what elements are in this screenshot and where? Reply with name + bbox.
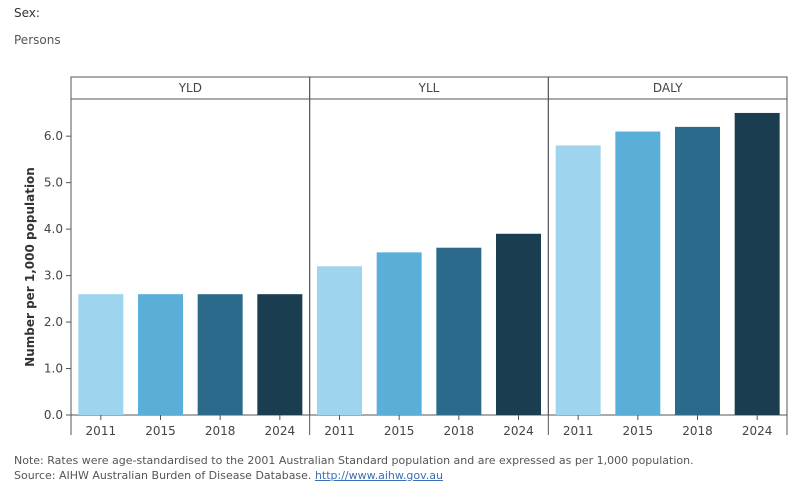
bar-yll-2018 [436,247,482,415]
note-text: Note: Rates were age-standardised to the… [14,454,694,467]
bar-yld-2011 [78,294,124,415]
x-tick-label: 2024 [265,424,296,438]
y-tick-label: 0.0 [44,408,63,422]
bar-yld-2015 [138,294,183,415]
panel-header-yll: YLL [418,81,440,95]
bar-daly-2011 [555,145,601,415]
x-tick-label: 2011 [324,424,355,438]
bar-yll-2015 [376,252,422,415]
bar-daly-2024 [734,112,780,416]
x-tick-label: 2011 [563,424,594,438]
source-line: Source: AIHW Australian Burden of Diseas… [14,468,694,483]
x-tick-label: 2011 [86,424,117,438]
source-text: Source: AIHW Australian Burden of Diseas… [14,469,315,482]
x-tick-label: 2024 [742,424,773,438]
panel-frame [547,76,788,416]
bar-yll-2024 [496,233,541,415]
y-tick-label: 1.0 [44,362,63,376]
y-tick-label: 2.0 [44,315,63,329]
bar-yll-2011 [317,266,362,415]
bar-chart: Number per 1,000 population 0.0 1.0 2.0 3.0 4… [23,76,788,438]
x-tick-label: 2024 [503,424,534,438]
x-tick-label: 2018 [444,424,475,438]
x-tick-label: 2018 [205,424,236,438]
y-tick-label: 3.0 [44,269,63,283]
filter-value[interactable]: Persons [14,33,61,47]
filter-label: Sex: [14,6,40,20]
y-tick-label: 6.0 [44,129,63,143]
bar-yld-2024 [257,294,303,415]
y-tick-label: 4.0 [44,222,63,236]
bar-daly-2015 [615,131,661,415]
source-link[interactable]: http://www.aihw.gov.au [314,469,443,482]
x-tick-label: 2015 [623,424,654,438]
bar-daly-2018 [675,126,720,415]
panel-header-daly: DALY [653,81,683,95]
x-tick-label: 2018 [682,424,713,438]
x-tick-label: 2015 [384,424,415,438]
y-tick-label: 5.0 [44,176,63,190]
chart-notes: Note: Rates were age-standardised to the… [14,453,694,483]
y-axis-title: Number per 1,000 population [23,167,37,367]
panel-header-yld: YLD [178,81,202,95]
bar-yld-2018 [197,294,243,415]
x-tick-label: 2015 [145,424,176,438]
